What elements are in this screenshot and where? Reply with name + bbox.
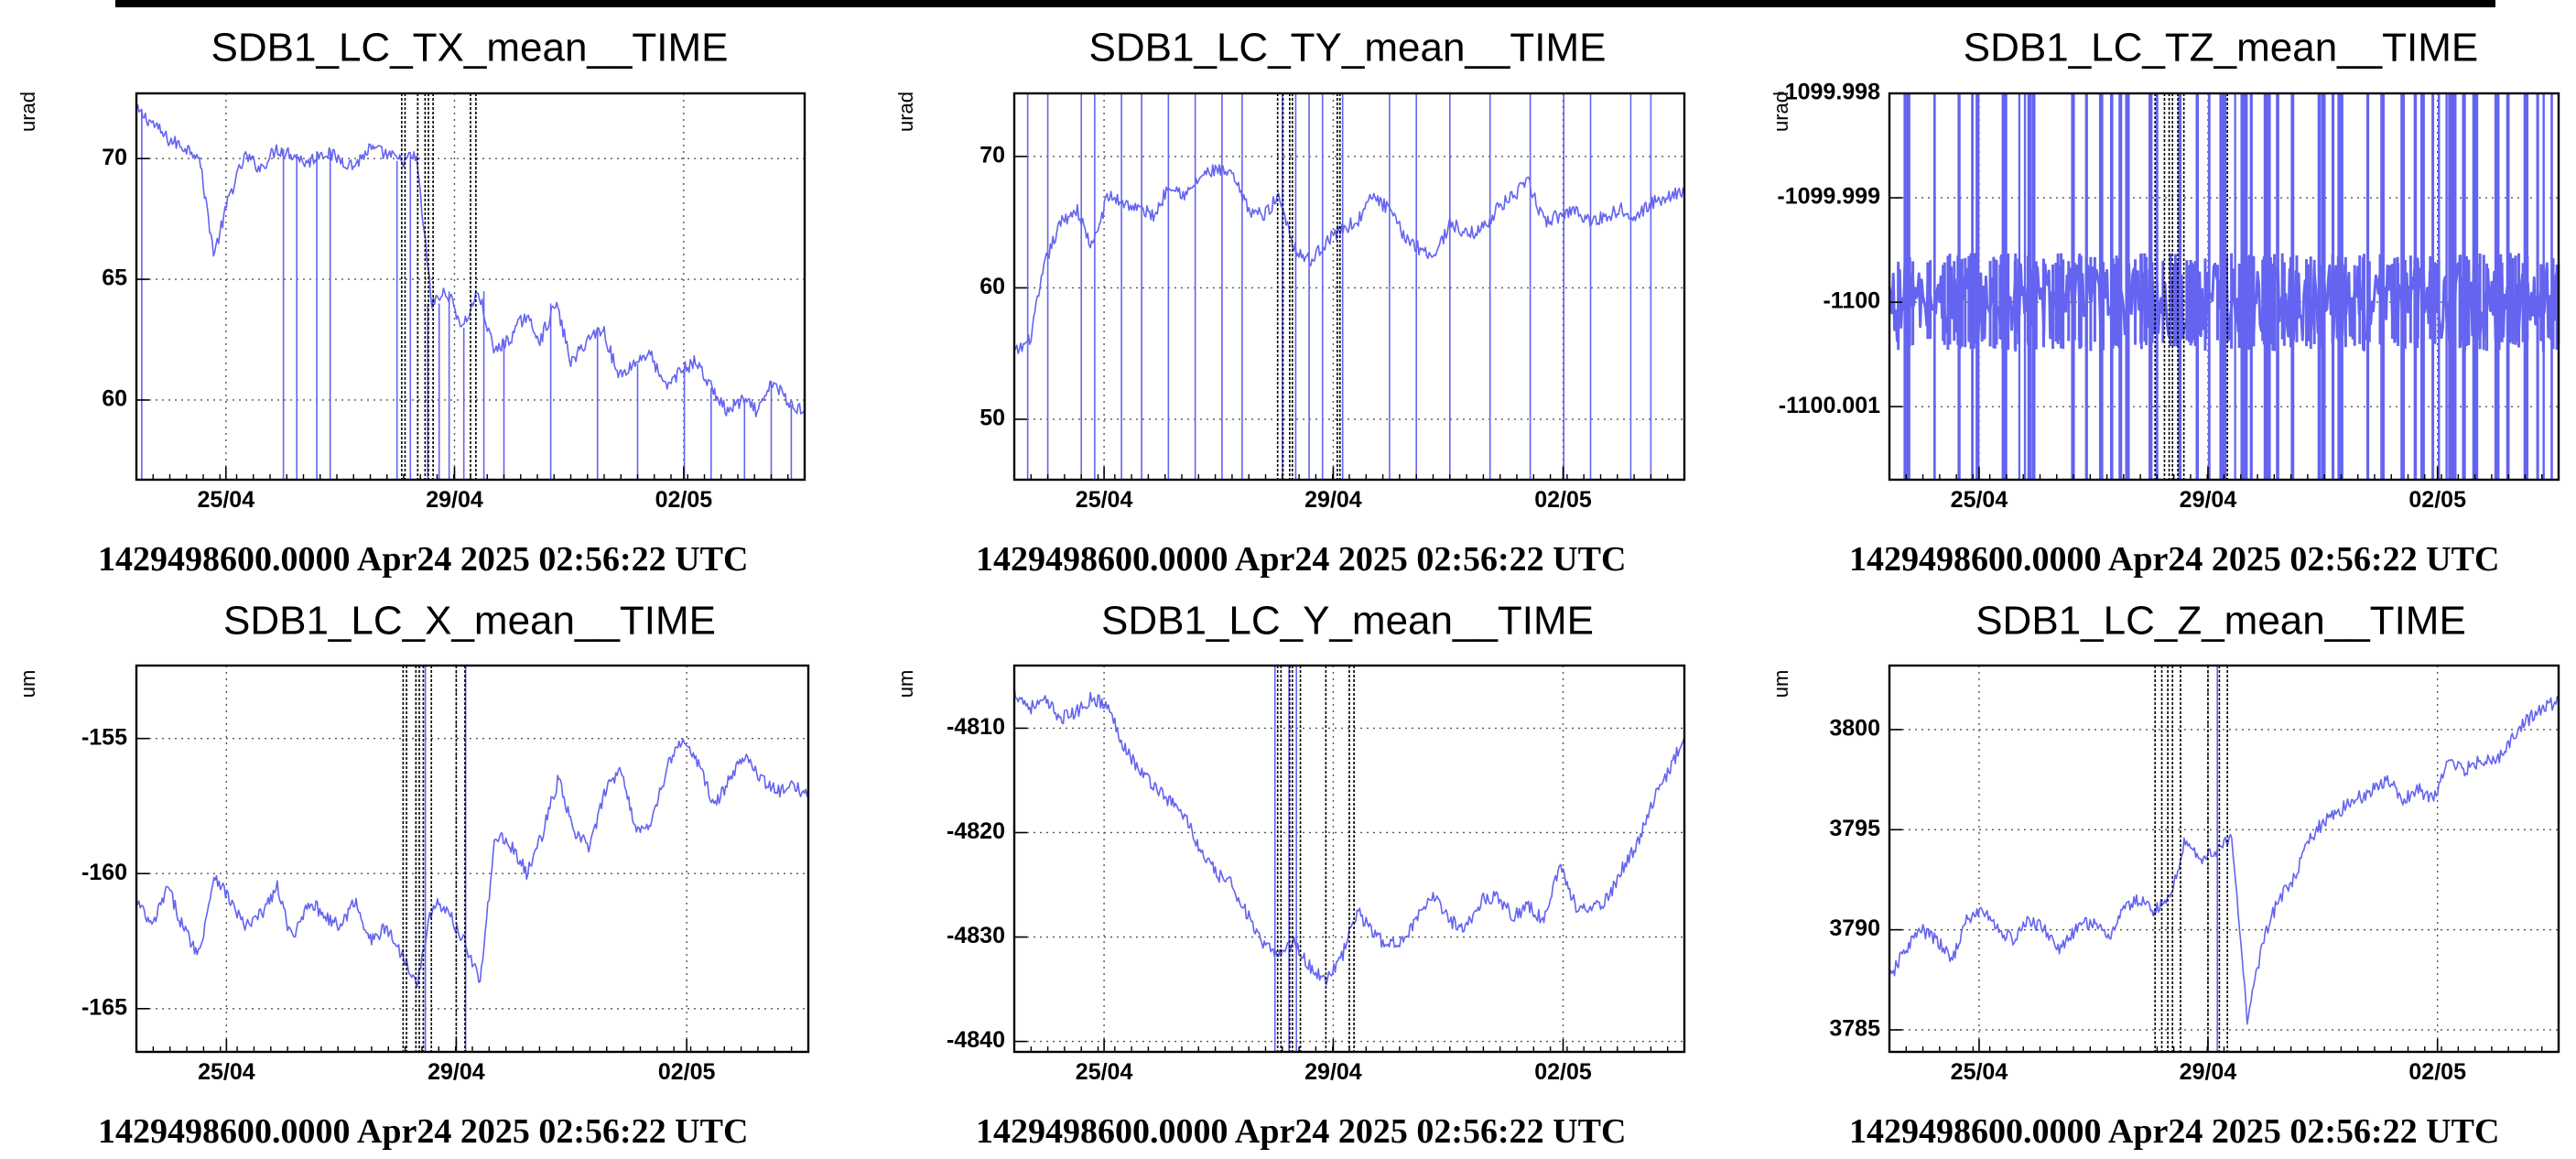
top-border-bar bbox=[115, 0, 2495, 7]
chart-title: SDB1_LC_X_mean__TIME bbox=[223, 599, 716, 644]
time-offset-label: 1429498600.0000 Apr24 2025 02:56:22 UTC bbox=[98, 540, 748, 579]
y-axis-label: urad bbox=[16, 92, 39, 132]
y-tick-label: 70 bbox=[102, 145, 127, 170]
x-tick-label: 02/05 bbox=[655, 487, 713, 513]
series-trace bbox=[1013, 164, 1685, 354]
x-tick-label: 25/04 bbox=[1076, 1059, 1133, 1085]
y-axis-label: urad bbox=[894, 92, 917, 132]
y-tick-label: -4810 bbox=[947, 714, 1005, 740]
x-tick-label: 25/04 bbox=[1951, 487, 2008, 513]
y-tick-label: -165 bbox=[81, 994, 127, 1020]
time-offset-label: 1429498600.0000 Apr24 2025 02:56:22 UTC bbox=[1849, 540, 2499, 579]
x-tick-label: 25/04 bbox=[198, 1059, 255, 1085]
x-tick-label: 25/04 bbox=[1076, 487, 1133, 513]
y-tick-label: -4820 bbox=[947, 818, 1005, 844]
y-tick-label: 3795 bbox=[1829, 816, 1880, 841]
y-tick-label: 60 bbox=[980, 274, 1005, 299]
y-axis-label: um bbox=[1770, 670, 1792, 699]
x-tick-label: 02/05 bbox=[1534, 487, 1592, 513]
x-tick-label: 29/04 bbox=[2180, 487, 2237, 513]
y-tick-label: 3785 bbox=[1829, 1016, 1880, 1042]
y-tick-label: -1100 bbox=[1823, 288, 1880, 314]
x-tick-label: 02/05 bbox=[658, 1059, 716, 1085]
y-tick-label: 3790 bbox=[1829, 915, 1880, 941]
y-axis-label: urad bbox=[1770, 92, 1792, 132]
x-tick-label: 29/04 bbox=[1304, 487, 1362, 513]
chart-title: SDB1_LC_Y_mean__TIME bbox=[1101, 599, 1594, 644]
x-tick-label: 02/05 bbox=[2408, 1059, 2466, 1085]
y-axis-label: um bbox=[894, 670, 917, 699]
x-tick-label: 25/04 bbox=[1951, 1059, 2008, 1085]
y-tick-label: -4840 bbox=[947, 1027, 1005, 1053]
y-tick-label: 65 bbox=[102, 265, 127, 291]
x-tick-label: 29/04 bbox=[426, 487, 483, 513]
y-tick-label: -160 bbox=[81, 860, 127, 885]
x-tick-label: 02/05 bbox=[2408, 487, 2466, 513]
y-tick-label: -4830 bbox=[947, 923, 1005, 948]
y-axis-label: um bbox=[16, 670, 39, 699]
time-offset-label: 1429498600.0000 Apr24 2025 02:56:22 UTC bbox=[98, 1112, 748, 1151]
y-tick-label: 60 bbox=[102, 386, 127, 412]
time-offset-label: 1429498600.0000 Apr24 2025 02:56:22 UTC bbox=[976, 1112, 1626, 1151]
chart-title: SDB1_LC_TY_mean__TIME bbox=[1089, 26, 1607, 70]
series-trace bbox=[135, 738, 809, 988]
x-tick-label: 29/04 bbox=[2180, 1059, 2237, 1085]
chart-title: SDB1_LC_TX_mean__TIME bbox=[211, 26, 729, 70]
y-tick-label: 50 bbox=[980, 406, 1005, 431]
series-trace bbox=[1889, 695, 2560, 1025]
y-tick-label: 70 bbox=[980, 143, 1005, 168]
y-tick-label: 3800 bbox=[1829, 716, 1880, 742]
y-tick-label: -1099.999 bbox=[1777, 184, 1880, 210]
x-tick-label: 29/04 bbox=[1304, 1059, 1362, 1085]
time-offset-label: 1429498600.0000 Apr24 2025 02:56:22 UTC bbox=[976, 540, 1626, 579]
y-tick-label: -155 bbox=[81, 724, 127, 750]
x-tick-label: 25/04 bbox=[198, 487, 255, 513]
y-tick-label: -1099.998 bbox=[1777, 80, 1880, 105]
y-tick-label: -1100.001 bbox=[1779, 393, 1880, 418]
x-tick-label: 29/04 bbox=[428, 1059, 485, 1085]
x-tick-label: 02/05 bbox=[1534, 1059, 1592, 1085]
chart-title: SDB1_LC_TZ_mean__TIME bbox=[1964, 26, 2478, 70]
chart-title: SDB1_LC_Z_mean__TIME bbox=[1975, 599, 2466, 644]
time-offset-label: 1429498600.0000 Apr24 2025 02:56:22 UTC bbox=[1849, 1112, 2499, 1151]
